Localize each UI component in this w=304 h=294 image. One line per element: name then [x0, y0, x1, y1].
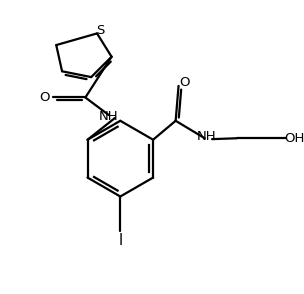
Text: O: O [39, 91, 50, 104]
Text: NH: NH [196, 130, 216, 143]
Text: NH: NH [99, 110, 119, 123]
Text: I: I [118, 233, 123, 248]
Text: S: S [96, 24, 104, 37]
Text: OH: OH [284, 132, 304, 145]
Text: O: O [179, 76, 190, 89]
